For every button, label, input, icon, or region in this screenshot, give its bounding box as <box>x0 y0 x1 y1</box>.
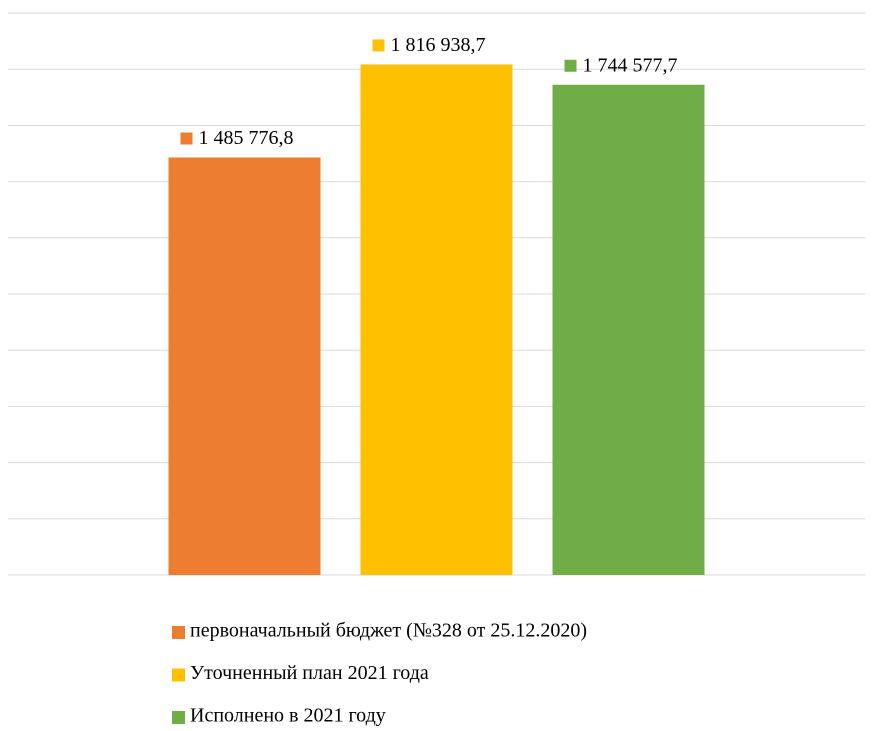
value-label: 1 816 938,7 <box>391 34 486 56</box>
bar <box>360 64 513 576</box>
legend-label: первоначальный бюджет (№328 от 25.12.202… <box>190 620 587 642</box>
value-label-marker <box>564 59 577 72</box>
legend-label: Исполнено в 2021 году <box>190 705 386 727</box>
bar <box>168 157 321 576</box>
legend-label: Уточненный план 2021 года <box>190 662 429 684</box>
legend-marker <box>172 626 185 639</box>
bar <box>552 84 705 575</box>
value-label: 1 485 776,8 <box>199 127 294 149</box>
legend-marker <box>172 668 185 682</box>
value-label: 1 744 577,7 <box>583 54 678 76</box>
legend-marker <box>172 711 185 724</box>
value-label-marker <box>372 39 385 52</box>
value-label-marker <box>180 132 193 145</box>
